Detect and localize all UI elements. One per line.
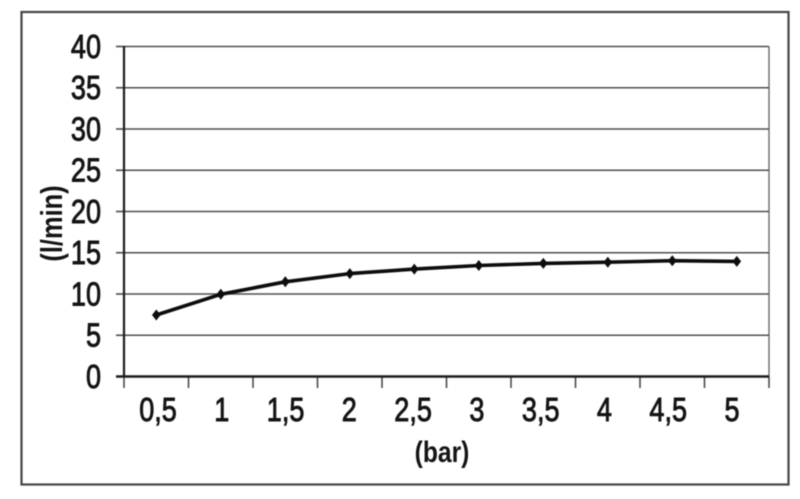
svg-text:0: 0 xyxy=(86,359,101,395)
svg-text:3,5: 3,5 xyxy=(522,393,560,429)
svg-text:2: 2 xyxy=(342,393,357,429)
svg-text:15: 15 xyxy=(71,236,101,272)
svg-text:30: 30 xyxy=(71,112,101,148)
svg-text:2,5: 2,5 xyxy=(394,393,432,429)
svg-text:5: 5 xyxy=(86,318,101,354)
svg-text:(l/min): (l/min) xyxy=(35,185,70,261)
svg-text:1: 1 xyxy=(214,393,229,429)
svg-text:3: 3 xyxy=(469,393,484,429)
svg-text:4: 4 xyxy=(597,393,612,429)
svg-text:(bar): (bar) xyxy=(415,435,470,469)
svg-text:35: 35 xyxy=(71,71,101,107)
svg-text:10: 10 xyxy=(71,277,101,313)
svg-text:5: 5 xyxy=(724,393,739,429)
svg-text:20: 20 xyxy=(71,194,101,230)
svg-text:40: 40 xyxy=(71,29,101,65)
svg-text:0,5: 0,5 xyxy=(139,393,177,429)
svg-text:1,5: 1,5 xyxy=(267,393,305,429)
svg-text:25: 25 xyxy=(71,153,101,189)
svg-text:4,5: 4,5 xyxy=(649,393,687,429)
